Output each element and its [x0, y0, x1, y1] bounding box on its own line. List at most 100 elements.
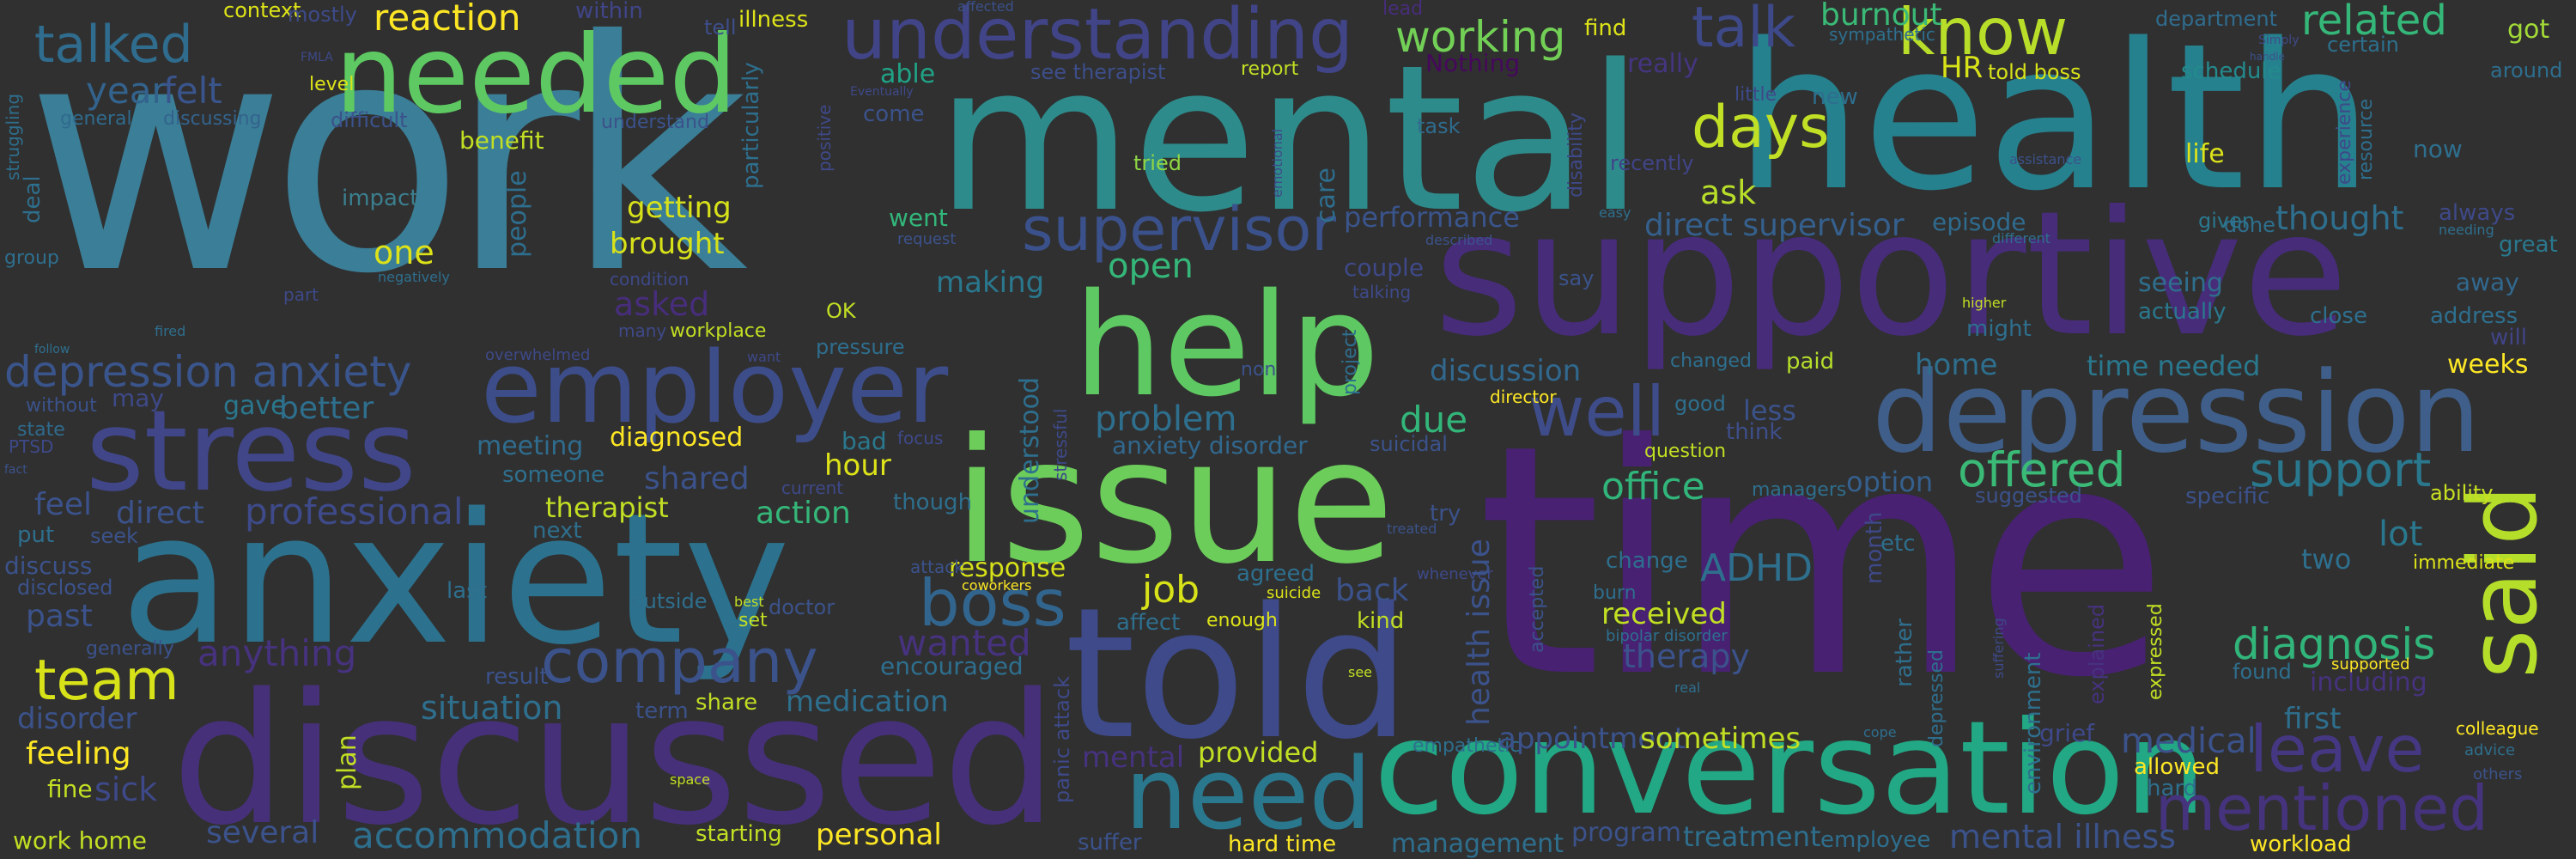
- word-care: care: [1311, 167, 1341, 223]
- word-shared: shared: [644, 461, 750, 497]
- word-mental-small: mental: [1082, 740, 1185, 775]
- word-others: others: [2473, 765, 2523, 783]
- word-needed: needed: [335, 13, 738, 137]
- word-appointment: appointment: [1498, 722, 1686, 756]
- word-therapy: therapy: [1623, 637, 1750, 675]
- word-hr: HR: [1941, 51, 1984, 85]
- word-etc: etc: [1880, 531, 1916, 557]
- word-performance: performance: [1344, 201, 1520, 234]
- word-simply: Simply: [2258, 34, 2300, 47]
- word-home: home: [1915, 348, 1998, 382]
- word-people: people: [502, 170, 532, 258]
- word-set: set: [738, 610, 768, 631]
- word-professional: professional: [245, 490, 464, 533]
- word-good: good: [1674, 392, 1726, 416]
- word-real: real: [1674, 679, 1701, 696]
- word-disability: disability: [1565, 113, 1587, 198]
- word-ability: ability: [2430, 481, 2494, 505]
- word-generally: generally: [86, 638, 174, 660]
- word-easy: easy: [1599, 204, 1631, 221]
- word-difficult: difficult: [331, 108, 408, 132]
- word-stressful: stressful: [1050, 408, 1071, 481]
- word-situation: situation: [421, 689, 563, 727]
- word-sometimes: sometimes: [1640, 722, 1801, 756]
- word-leave: leave: [2250, 711, 2425, 787]
- word-support: support: [2250, 442, 2432, 497]
- word-two: two: [2301, 543, 2352, 576]
- word-struggling: struggling: [3, 93, 23, 180]
- word-know: know: [1898, 0, 2069, 70]
- word-want: want: [747, 349, 781, 365]
- word-panic-attack: panic attack: [1050, 676, 1074, 803]
- word-result: result: [485, 664, 549, 690]
- word-suffer: suffer: [1078, 830, 1142, 856]
- word-anxiety: anxiety: [120, 474, 791, 685]
- word-mentioned: mentioned: [2155, 772, 2488, 844]
- word-burn: burn: [1593, 582, 1637, 604]
- word-try: try: [1430, 501, 1461, 527]
- word-couple: couple: [1344, 253, 1425, 282]
- word-nothing: Nothing: [1425, 49, 1521, 77]
- word-supervisor: supervisor: [1022, 194, 1337, 265]
- word-always: always: [2439, 200, 2516, 226]
- word-fact: fact: [4, 463, 27, 477]
- word-treatment: treatment: [1683, 820, 1821, 853]
- word-doctor: doctor: [769, 595, 835, 619]
- word-understanding: understanding: [841, 0, 1354, 76]
- word-mostly: mostly: [288, 3, 357, 27]
- word-fine: fine: [47, 775, 93, 803]
- word-depressed: depressed: [1926, 649, 1947, 747]
- word-boss: boss: [919, 565, 1066, 641]
- word-episode: episode: [1932, 208, 2026, 236]
- word-emotional: emotional: [1269, 128, 1285, 198]
- word-discussed: discussed: [172, 655, 1057, 859]
- word-seek: seek: [90, 524, 138, 548]
- word-kind: kind: [1357, 608, 1405, 634]
- word-anything: anything: [197, 632, 357, 674]
- word-within: within: [575, 0, 643, 24]
- word-need: need: [1125, 737, 1372, 852]
- word-therapist: therapist: [545, 491, 669, 524]
- word-suggested: suggested: [1975, 484, 2082, 508]
- word-first: first: [2284, 702, 2342, 736]
- word-address: address: [2430, 303, 2518, 329]
- word-agreed: agreed: [1236, 561, 1315, 587]
- word-change: change: [1606, 548, 1688, 574]
- word-someone: someone: [502, 462, 605, 488]
- word-coworkers: coworkers: [962, 577, 1032, 594]
- word-discussing: discussing: [163, 108, 262, 130]
- word-new: new: [1812, 84, 1858, 110]
- word-think: think: [1726, 419, 1783, 445]
- word-treated: treated: [1387, 521, 1437, 537]
- word-mental-illness: mental illness: [1949, 818, 2177, 856]
- word-fmla: FMLA: [301, 51, 333, 64]
- word-month: month: [1862, 511, 1887, 584]
- word-changed: changed: [1670, 350, 1752, 372]
- word-grief: grief: [2039, 719, 2095, 747]
- word-help: help: [1073, 263, 1380, 428]
- word-department: department: [2155, 7, 2277, 31]
- word-many: many: [618, 320, 667, 341]
- word-higher: higher: [1962, 295, 2007, 311]
- word-recently: recently: [1610, 151, 1694, 175]
- word-discussion: discussion: [1430, 354, 1582, 388]
- word-colleague: colleague: [2456, 718, 2539, 739]
- word-understood: understood: [1015, 376, 1045, 524]
- word-sick: sick: [94, 771, 158, 808]
- word-starting: starting: [696, 821, 782, 847]
- word-advice: advice: [2464, 741, 2516, 759]
- word-say: say: [1558, 266, 1595, 290]
- word-open: open: [1108, 247, 1194, 286]
- word-diagnosed: diagnosed: [610, 423, 744, 453]
- word-discuss: discuss: [4, 551, 93, 580]
- word-may: may: [112, 384, 165, 412]
- word-benefit: benefit: [459, 126, 544, 155]
- word-direct-supervisor: direct supervisor: [1644, 208, 1905, 243]
- word-project: project: [1340, 329, 1361, 395]
- word-supported: supported: [2331, 655, 2410, 673]
- word-around: around: [2490, 58, 2563, 82]
- word-eventually: Eventually: [850, 85, 914, 99]
- word-given: given: [2198, 209, 2256, 233]
- word-able: able: [880, 59, 936, 89]
- word-fired: fired: [155, 323, 186, 339]
